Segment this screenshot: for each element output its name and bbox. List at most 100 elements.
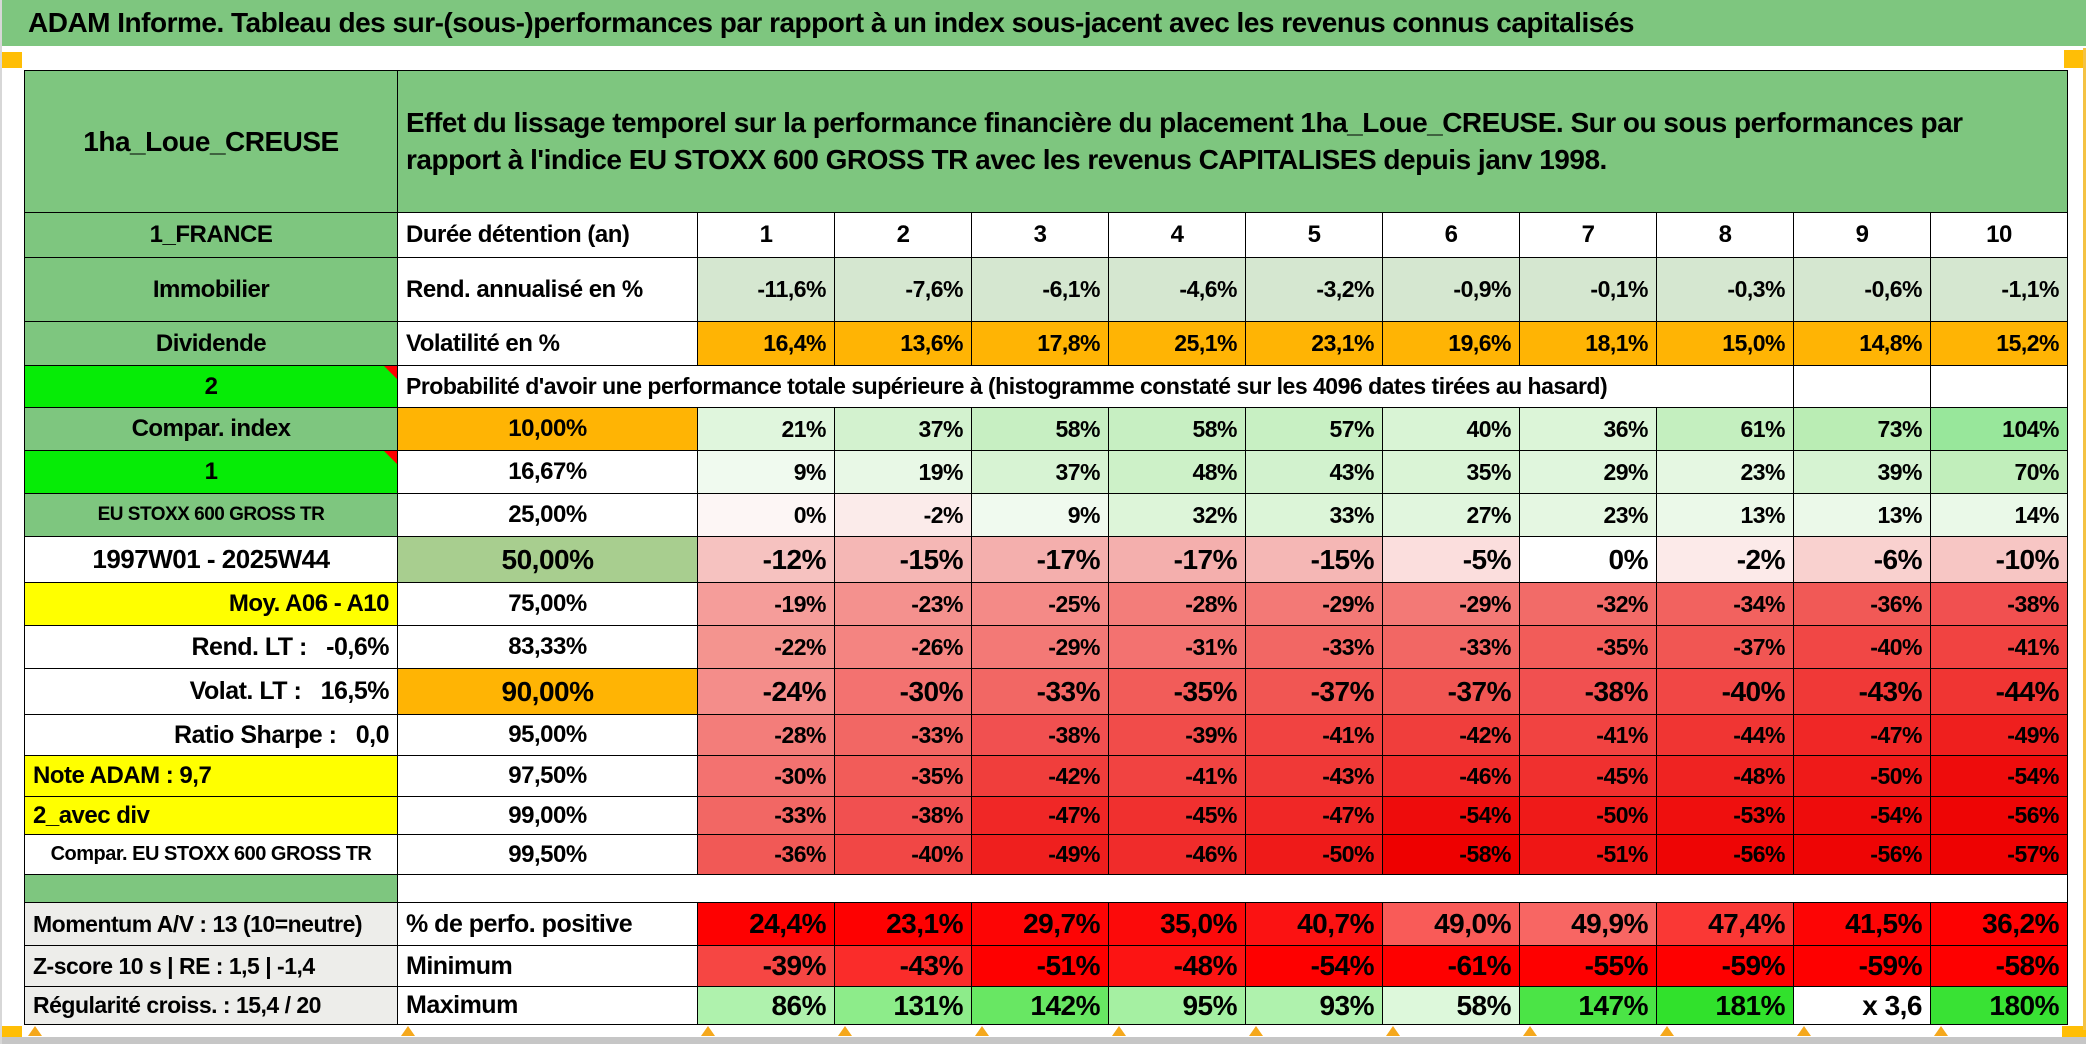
cell-p10-col8[interactable]: 61%: [1656, 407, 1794, 451]
cell-p75-col8[interactable]: -34%: [1656, 582, 1794, 626]
cell-minimum-col5[interactable]: -54%: [1245, 945, 1383, 987]
cell-p975-col5[interactable]: -43%: [1245, 755, 1383, 797]
cell-rend-annualise-col2[interactable]: -7,6%: [834, 257, 972, 322]
cell-p10-col5[interactable]: 57%: [1245, 407, 1383, 451]
cell-duree-detention-col5[interactable]: 5: [1245, 212, 1383, 258]
cell-p25-col6[interactable]: 27%: [1382, 493, 1520, 537]
cell-b-p975[interactable]: 97,50%: [397, 755, 698, 797]
cell-p75-col2[interactable]: -23%: [834, 582, 972, 626]
cell-perfo-positive-col4[interactable]: 35,0%: [1108, 902, 1246, 946]
cell-p16-col2[interactable]: 19%: [834, 450, 972, 494]
cell-p95-col1[interactable]: -28%: [697, 714, 835, 756]
cell-p95-col9[interactable]: -47%: [1793, 714, 1931, 756]
cell-p95-col6[interactable]: -42%: [1382, 714, 1520, 756]
cell-p50-col1[interactable]: -12%: [697, 536, 835, 583]
cell-p995-col3[interactable]: -49%: [971, 834, 1109, 875]
cell-p10-col9[interactable]: 73%: [1793, 407, 1931, 451]
cell-p975-col8[interactable]: -48%: [1656, 755, 1794, 797]
cell-p99-col3[interactable]: -47%: [971, 796, 1109, 835]
cell-p975-col6[interactable]: -46%: [1382, 755, 1520, 797]
cell-a-p99[interactable]: 2_avec div: [24, 796, 398, 835]
cell-duree-detention-col10[interactable]: 10: [1930, 212, 2068, 258]
cell-volatilite-col10[interactable]: 15,2%: [1930, 321, 2068, 366]
cell-perfo-positive-col5[interactable]: 40,7%: [1245, 902, 1383, 946]
cell-minimum-col3[interactable]: -51%: [971, 945, 1109, 987]
cell-p25-col8[interactable]: 13%: [1656, 493, 1794, 537]
cell-p95-col5[interactable]: -41%: [1245, 714, 1383, 756]
cell-p83-col2[interactable]: -26%: [834, 625, 972, 669]
cell-volatilite-col4[interactable]: 25,1%: [1108, 321, 1246, 366]
cell-a-p50[interactable]: 1997W01 - 2025W44: [24, 536, 398, 583]
cell-p995-col8[interactable]: -56%: [1656, 834, 1794, 875]
cell-p83-col7[interactable]: -35%: [1519, 625, 1657, 669]
cell-b-duree-detention[interactable]: Durée détention (an): [397, 212, 698, 258]
cell-p90-col9[interactable]: -43%: [1793, 668, 1931, 715]
cell-p90-col7[interactable]: -38%: [1519, 668, 1657, 715]
cell-p995-col2[interactable]: -40%: [834, 834, 972, 875]
cell-perfo-positive-col2[interactable]: 23,1%: [834, 902, 972, 946]
cell-p75-col1[interactable]: -19%: [697, 582, 835, 626]
cell-rend-annualise-col3[interactable]: -6,1%: [971, 257, 1109, 322]
cell-p25-col1[interactable]: 0%: [697, 493, 835, 537]
cell-a-minimum[interactable]: Z-score 10 s | RE : 1,5 | -1,4: [24, 945, 398, 987]
cell-p975-col2[interactable]: -35%: [834, 755, 972, 797]
cell-p99-col10[interactable]: -56%: [1930, 796, 2068, 835]
cell-p90-col4[interactable]: -35%: [1108, 668, 1246, 715]
cell-span-probabilite[interactable]: Probabilité d'avoir une performance tota…: [397, 365, 1794, 408]
cell-maximum-col9[interactable]: x 3,6: [1793, 986, 1931, 1025]
cell-volatilite-col9[interactable]: 14,8%: [1793, 321, 1931, 366]
cell-p995-col1[interactable]: -36%: [697, 834, 835, 875]
cell-a-p975[interactable]: Note ADAM : 9,7: [24, 755, 398, 797]
cell-minimum-col1[interactable]: -39%: [697, 945, 835, 987]
cell-p25-col10[interactable]: 14%: [1930, 493, 2068, 537]
cell-p90-col2[interactable]: -30%: [834, 668, 972, 715]
cell-maximum-col4[interactable]: 95%: [1108, 986, 1246, 1025]
cell-b-p10[interactable]: 10,00%: [397, 407, 698, 451]
cell-duree-detention-col4[interactable]: 4: [1108, 212, 1246, 258]
cell-a-p90[interactable]: Volat. LT : 16,5%: [24, 668, 398, 715]
cell-p99-col9[interactable]: -54%: [1793, 796, 1931, 835]
cell-p25-col9[interactable]: 13%: [1793, 493, 1931, 537]
cell-perfo-positive-col8[interactable]: 47,4%: [1656, 902, 1794, 946]
cell-a-duree-detention[interactable]: 1_FRANCE: [24, 212, 398, 258]
cell-p50-col7[interactable]: 0%: [1519, 536, 1657, 583]
cell-probabilite-col10[interactable]: [1930, 365, 2068, 408]
cell-p10-col2[interactable]: 37%: [834, 407, 972, 451]
cell-duree-detention-col6[interactable]: 6: [1382, 212, 1520, 258]
cell-p90-col6[interactable]: -37%: [1382, 668, 1520, 715]
cell-p99-col1[interactable]: -33%: [697, 796, 835, 835]
cell-p975-col10[interactable]: -54%: [1930, 755, 2068, 797]
cell-volatilite-col7[interactable]: 18,1%: [1519, 321, 1657, 366]
cell-p95-col8[interactable]: -44%: [1656, 714, 1794, 756]
cell-rend-annualise-col8[interactable]: -0,3%: [1656, 257, 1794, 322]
cell-p95-col4[interactable]: -39%: [1108, 714, 1246, 756]
cell-a-p83[interactable]: Rend. LT : -0,6%: [24, 625, 398, 669]
cell-p50-col5[interactable]: -15%: [1245, 536, 1383, 583]
cell-probabilite-col9[interactable]: [1793, 365, 1931, 408]
cell-maximum-col2[interactable]: 131%: [834, 986, 972, 1025]
cell-p99-col7[interactable]: -50%: [1519, 796, 1657, 835]
cell-b-p90[interactable]: 90,00%: [397, 668, 698, 715]
cell-b-minimum[interactable]: Minimum: [397, 945, 698, 987]
cell-a-volatilite[interactable]: Dividende: [24, 321, 398, 366]
cell-rend-annualise-col5[interactable]: -3,2%: [1245, 257, 1383, 322]
cell-maximum-col8[interactable]: 181%: [1656, 986, 1794, 1025]
cell-b-maximum[interactable]: Maximum: [397, 986, 698, 1025]
cell-p16-col7[interactable]: 29%: [1519, 450, 1657, 494]
cell-p90-col8[interactable]: -40%: [1656, 668, 1794, 715]
cell-perfo-positive-col6[interactable]: 49,0%: [1382, 902, 1520, 946]
cell-rend-annualise-col9[interactable]: -0,6%: [1793, 257, 1931, 322]
cell-perfo-positive-col3[interactable]: 29,7%: [971, 902, 1109, 946]
cell-p975-col3[interactable]: -42%: [971, 755, 1109, 797]
cell-p16-col4[interactable]: 48%: [1108, 450, 1246, 494]
cell-p95-col7[interactable]: -41%: [1519, 714, 1657, 756]
cell-minimum-col7[interactable]: -55%: [1519, 945, 1657, 987]
cell-p50-col9[interactable]: -6%: [1793, 536, 1931, 583]
cell-minimum-col6[interactable]: -61%: [1382, 945, 1520, 987]
cell-p16-col8[interactable]: 23%: [1656, 450, 1794, 494]
cell-p16-col6[interactable]: 35%: [1382, 450, 1520, 494]
cell-p25-col2[interactable]: -2%: [834, 493, 972, 537]
cell-p83-col9[interactable]: -40%: [1793, 625, 1931, 669]
cell-p50-col2[interactable]: -15%: [834, 536, 972, 583]
cell-p99-col4[interactable]: -45%: [1108, 796, 1246, 835]
